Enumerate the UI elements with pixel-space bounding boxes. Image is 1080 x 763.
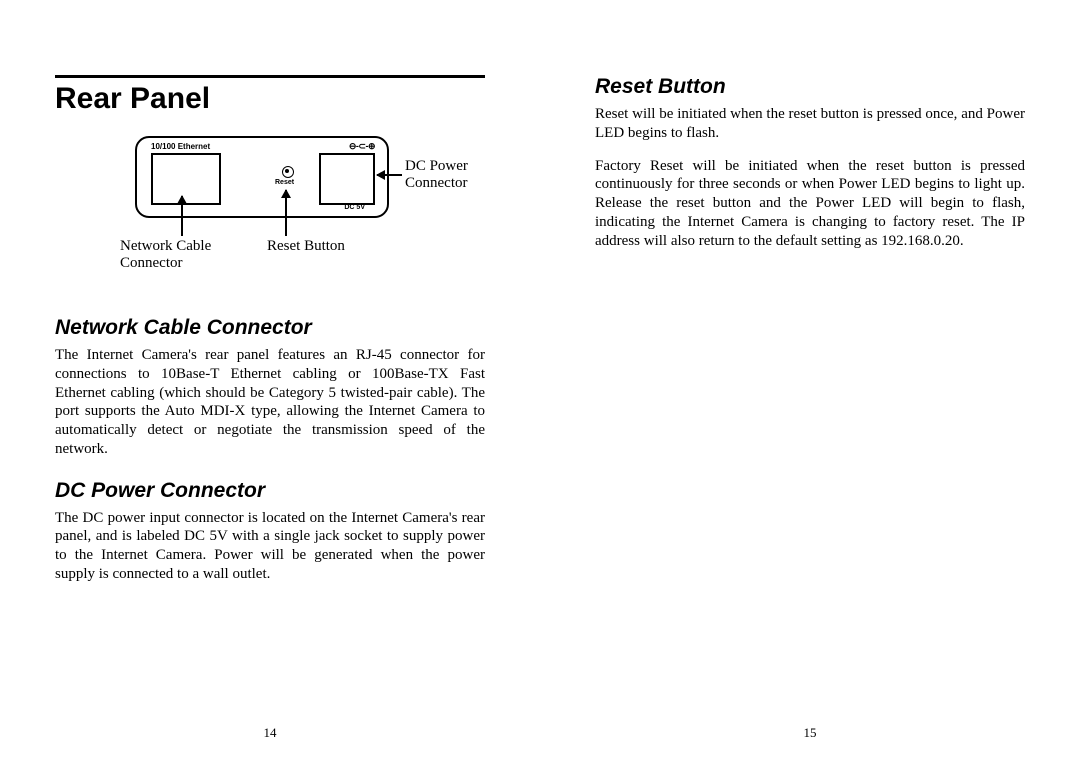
title-rule [55,75,485,78]
arrow-dc-icon [377,174,402,176]
callout-network: Network Cable Connector [120,238,211,271]
page-number-left: 14 [0,725,540,741]
arrow-network-icon [181,196,183,236]
section-body-dc: The DC power input connector is located … [55,509,485,584]
section-title-reset: Reset Button [595,75,1025,99]
section-title-network: Network Cable Connector [55,316,485,340]
ethernet-label: 10/100 Ethernet [151,142,210,151]
arrow-reset-icon [285,190,287,236]
page-number-right: 15 [540,725,1080,741]
reset-dot-icon [285,169,289,173]
main-title: Rear Panel [55,82,485,116]
callout-reset: Reset Button [267,238,345,255]
page-left: Rear Panel 10/100 Ethernet Reset ⊖-⊂-⊕ D… [0,0,540,763]
dc-label: DC 5V [344,204,365,211]
section-body-network: The Internet Camera's rear panel feature… [55,346,485,459]
device-outline: 10/100 Ethernet Reset ⊖-⊂-⊕ DC 5V [135,136,389,218]
rear-panel-diagram: 10/100 Ethernet Reset ⊖-⊂-⊕ DC 5V DC Pow… [55,136,485,296]
reset-label: Reset [275,179,294,186]
page-right: Reset Button Reset will be initiated whe… [540,0,1080,763]
section-body-reset-2: Factory Reset will be initiated when the… [595,157,1025,251]
section-title-dc: DC Power Connector [55,479,485,503]
section-body-reset-1: Reset will be initiated when the reset b… [595,105,1025,143]
dc-port [319,153,375,205]
callout-dc-power: DC Power Connector [405,158,468,191]
document-spread: Rear Panel 10/100 Ethernet Reset ⊖-⊂-⊕ D… [0,0,1080,763]
dc-polarity-icon: ⊖-⊂-⊕ [349,141,375,152]
